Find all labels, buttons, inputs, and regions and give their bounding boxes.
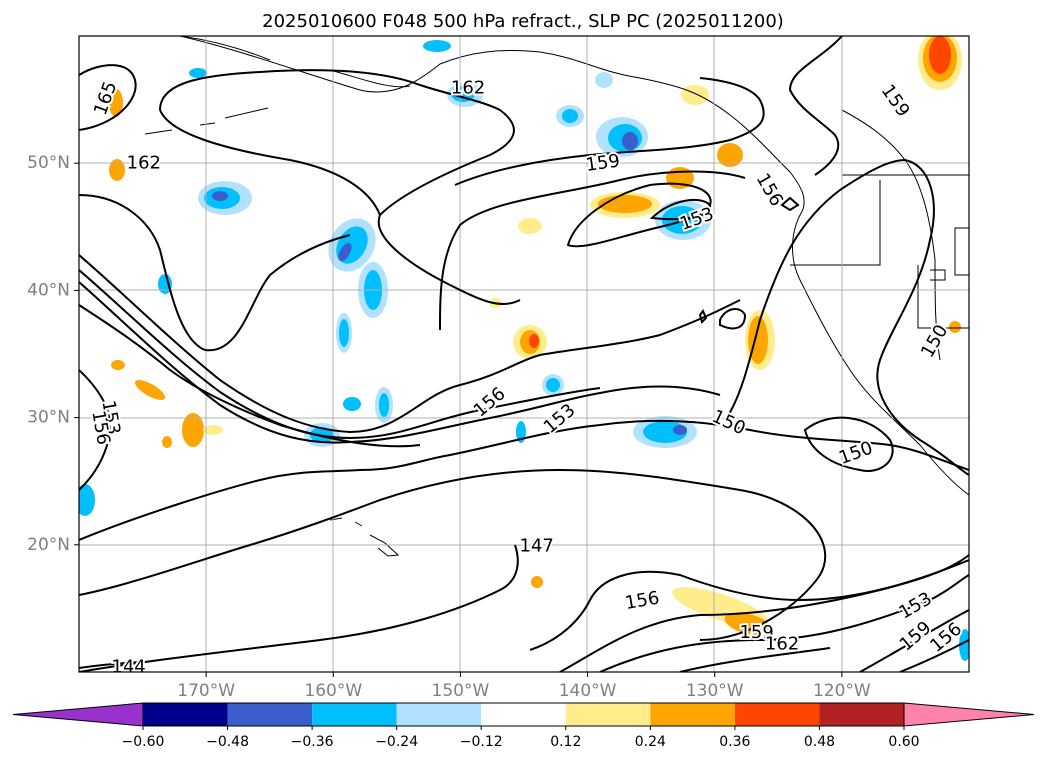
colorbar-tick-label: 0.24 [635, 734, 666, 750]
colorbar-segment [481, 703, 566, 726]
x-tick-label: 120°W [813, 681, 871, 701]
x-tick-label: 150°W [432, 681, 490, 701]
contour-label: 144 [111, 656, 145, 677]
y-tick-label: 50°N [27, 153, 70, 173]
colorbar-segment [396, 703, 482, 726]
slp-contours [79, 36, 969, 672]
x-tick-label: 140°W [559, 681, 617, 701]
contour-label: 162 [765, 634, 799, 655]
colorbar-segment [819, 703, 904, 726]
colorbar-tick-label: −0.60 [122, 734, 165, 750]
colorbar-segment [734, 703, 820, 726]
x-axis-ticks: 170°W 160°W 150°W 140°W 130°W 120°W [177, 672, 871, 701]
colorbar-tick-label: −0.36 [291, 734, 334, 750]
x-tick-label: 130°W [686, 681, 744, 701]
colorbar-segment [650, 703, 735, 726]
x-tick-label: 170°W [177, 681, 235, 701]
chart-title: 2025010600 F048 500 hPa refract., SLP PC… [262, 11, 784, 32]
x-tick-label: 160°W [304, 681, 362, 701]
colorbar-tick-label: 0.12 [550, 734, 581, 750]
colorbar-tick-label: 0.48 [804, 734, 835, 750]
y-tick-label: 30°N [27, 408, 70, 428]
contour-label: 153 [97, 399, 124, 436]
contour-label: 147 [520, 536, 554, 557]
contour-label: 159 [739, 622, 773, 643]
y-tick-label: 40°N [27, 280, 70, 300]
colorbar-tick-label: −0.24 [375, 734, 418, 750]
y-tick-label: 20°N [27, 535, 70, 555]
colorbar-tick-label: −0.48 [206, 734, 249, 750]
colorbar-segment [312, 703, 397, 726]
colorbar-segment [565, 703, 651, 726]
colorbar-segment [227, 703, 313, 726]
colorbar-segment [143, 703, 228, 726]
colorbar-tick-label: 0.60 [888, 734, 919, 750]
colorbar-frame [142, 702, 905, 727]
y-axis-ticks: 20°N 30°N 40°N 50°N [27, 153, 79, 555]
colorbar: −0.60 −0.48 −0.36 −0.24 −0.12 0.12 0.24 0.36 0.4… [12, 702, 1035, 750]
colorbar-under-arrow [12, 702, 144, 727]
plot-frame [78, 35, 970, 673]
contour-label: 162 [127, 153, 161, 174]
colorbar-tick-label: −0.12 [460, 734, 503, 750]
colorbar-over-arrow [903, 702, 1035, 727]
contour-label: 162 [451, 78, 485, 99]
colorbar-tick-label: 0.36 [719, 734, 750, 750]
graticule [79, 36, 969, 672]
